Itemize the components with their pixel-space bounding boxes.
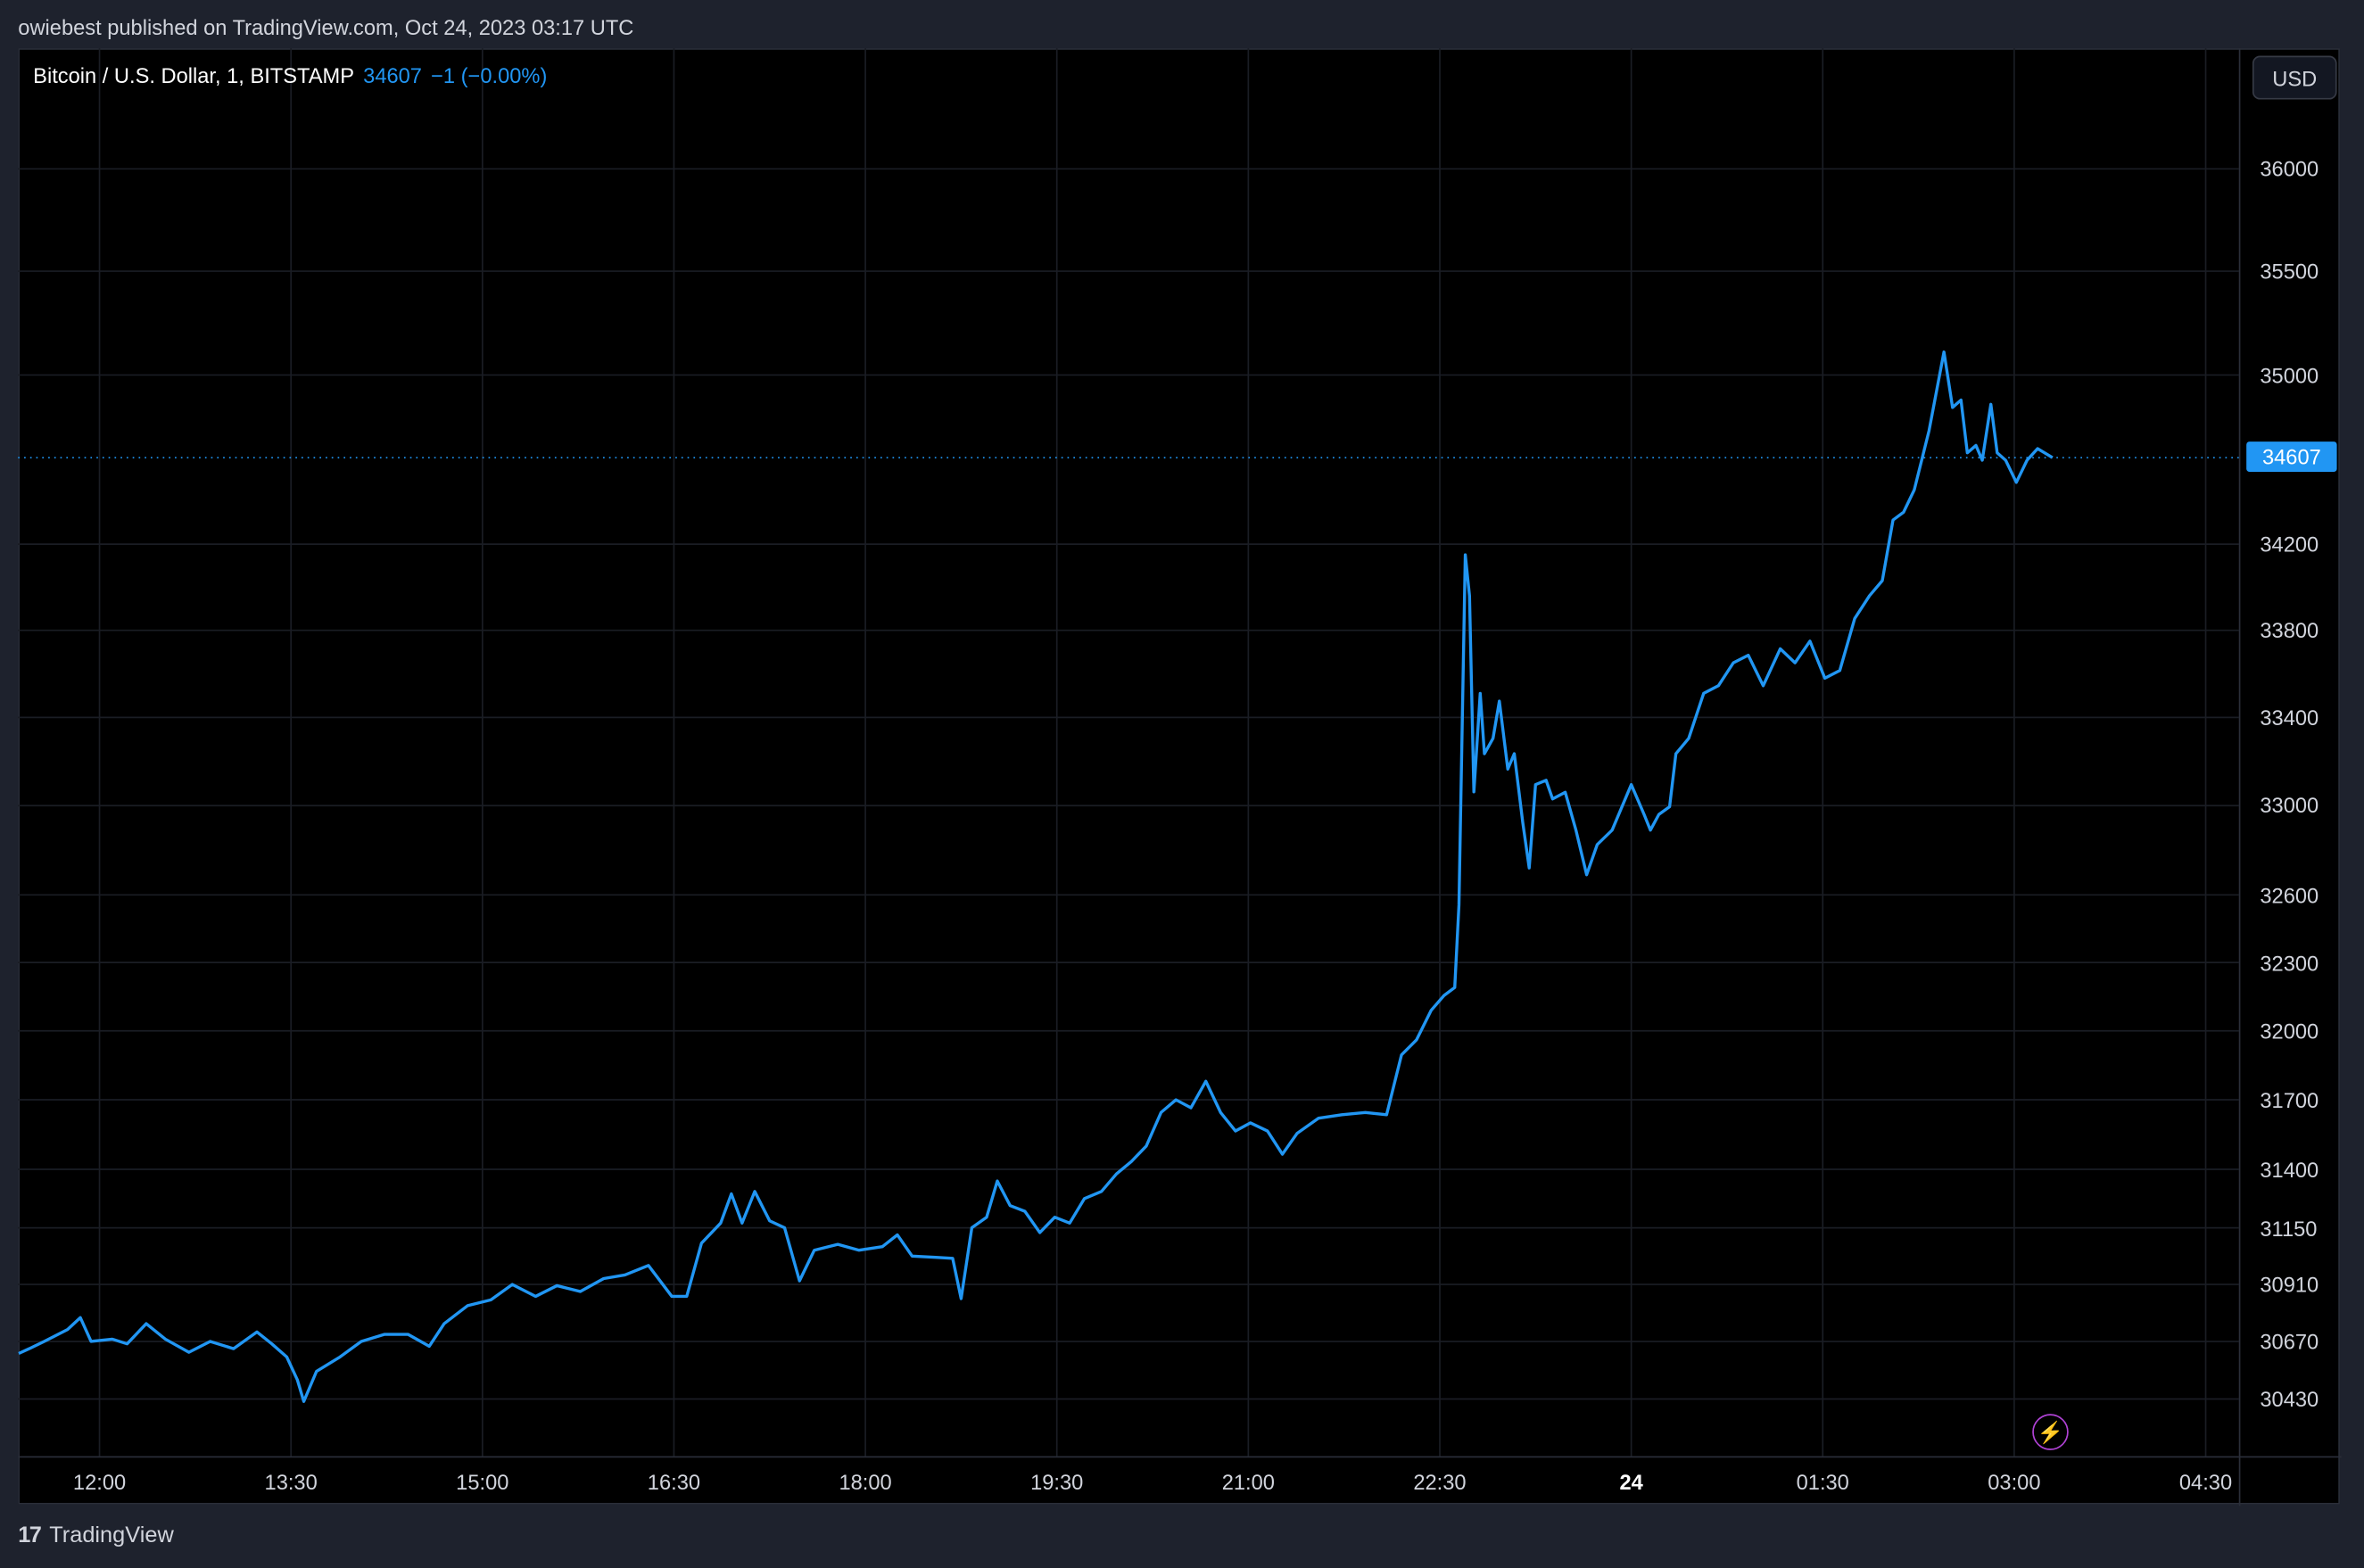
price-tick-label: 33000 [2260, 793, 2319, 818]
change-value: −1 (−0.00%) [431, 62, 548, 88]
price-tick-label: 32300 [2260, 950, 2319, 975]
price-tick-label: 33400 [2260, 705, 2319, 730]
time-tick-label: 15:00 [456, 1469, 509, 1494]
tradingview-logo[interactable]: 17 TradingView [18, 1523, 173, 1548]
price-tick-label: 31150 [2260, 1216, 2318, 1241]
time-tick-label: 13:30 [264, 1469, 318, 1494]
price-series-line [18, 350, 2054, 1403]
lightning-bolt-icon[interactable]: ⚡ [2032, 1414, 2069, 1450]
chart-pane[interactable] [18, 48, 2340, 1505]
price-tick-label: 35500 [2260, 259, 2319, 284]
time-axis[interactable] [18, 1456, 2239, 1506]
symbol-legend[interactable]: Bitcoin / U.S. Dollar, 1, BITSTAMP 34607−… [33, 63, 547, 87]
price-tick-label: 32000 [2260, 1019, 2319, 1044]
price-tick-label: 31400 [2260, 1157, 2319, 1182]
price-tick-label: 33800 [2260, 618, 2319, 643]
grid-lines [18, 48, 2239, 1457]
symbol-title: Bitcoin / U.S. Dollar, 1, BITSTAMP [33, 62, 355, 88]
last-value: 34607 [363, 62, 422, 88]
tradingview-logo-mark: 17 [18, 1522, 41, 1548]
price-tick-label: 30670 [2260, 1329, 2319, 1354]
last-price-label: 34607 [2246, 442, 2337, 472]
price-tick-label: 30910 [2260, 1272, 2319, 1297]
time-tick-label: 24 [1619, 1469, 1643, 1494]
time-tick-label: 01:30 [1796, 1469, 1849, 1494]
price-tick-label: 30430 [2260, 1386, 2319, 1411]
time-tick-label: 18:00 [839, 1469, 892, 1494]
price-tick-label: 34200 [2260, 532, 2319, 557]
time-tick-label: 12:00 [72, 1469, 127, 1494]
time-tick-label: 16:30 [647, 1469, 701, 1494]
time-tick-label: 22:30 [1413, 1469, 1467, 1494]
time-tick-label: 19:30 [1030, 1469, 1084, 1494]
time-tick-label: 04:30 [2178, 1469, 2233, 1494]
brand-name: TradingView [49, 1522, 174, 1548]
axis-corner [2238, 1456, 2342, 1506]
price-axis[interactable] [2238, 48, 2342, 1457]
price-tick-label: 36000 [2260, 156, 2319, 181]
price-tick-label: 32600 [2260, 882, 2319, 907]
currency-button[interactable]: USD [2252, 55, 2337, 100]
published-caption: owiebest published on TradingView.com, O… [18, 14, 634, 39]
price-tick-label: 35000 [2260, 362, 2319, 387]
price-tick-label: 31700 [2260, 1087, 2319, 1112]
time-tick-label: 21:00 [1221, 1469, 1275, 1494]
time-tick-label: 03:00 [1988, 1469, 2041, 1494]
